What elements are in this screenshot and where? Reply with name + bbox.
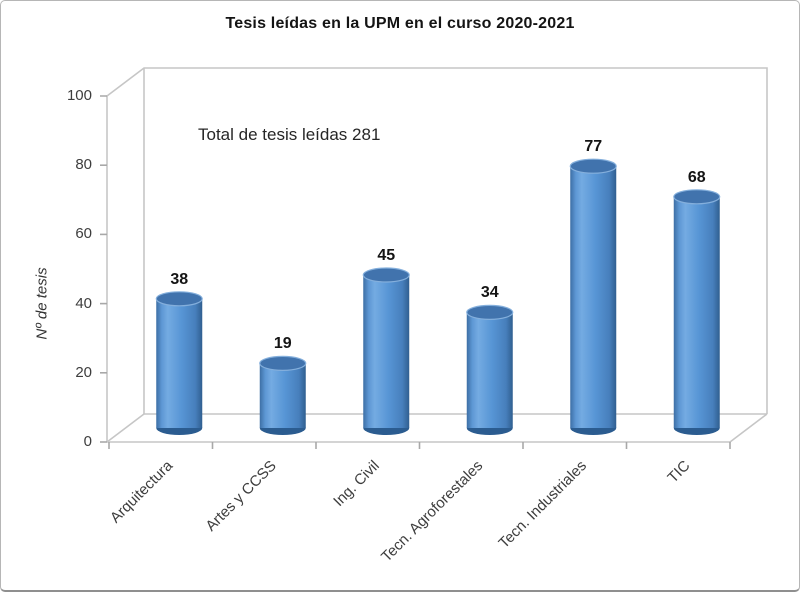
bar-series — [155, 158, 721, 435]
total-annotation: Total de tesis leídas 281 — [198, 125, 381, 144]
axis-tick-marks — [100, 95, 731, 449]
bar-Tecn. Industriales — [569, 158, 617, 435]
bar-Artes y CCSS — [259, 355, 307, 435]
y-tick-label: 80 — [75, 156, 92, 174]
bar-value-label: 45 — [377, 247, 396, 264]
bar-Tecn. Agroforestales — [466, 304, 514, 435]
bar-value-label: 38 — [170, 270, 189, 288]
bar-value-label: 19 — [273, 335, 292, 353]
y-tick-label: 60 — [75, 225, 92, 243]
bar-Arquitectura — [155, 291, 203, 435]
plot-3d-box — [106, 67, 768, 443]
y-tick-label: 40 — [75, 294, 92, 312]
bar-value-label: 68 — [687, 168, 706, 186]
bar-TIC — [673, 189, 721, 435]
y-tick-label: 20 — [75, 363, 92, 381]
bar-Ing. Civil — [362, 267, 410, 435]
y-tick-label: 100 — [66, 87, 92, 104]
y-tick-label: 0 — [83, 433, 92, 450]
bar-value-label: 77 — [584, 138, 603, 156]
chart-title: Tesis leídas en la UPM en el curso 2020-… — [225, 15, 575, 32]
bar-value-label: 34 — [480, 284, 499, 302]
